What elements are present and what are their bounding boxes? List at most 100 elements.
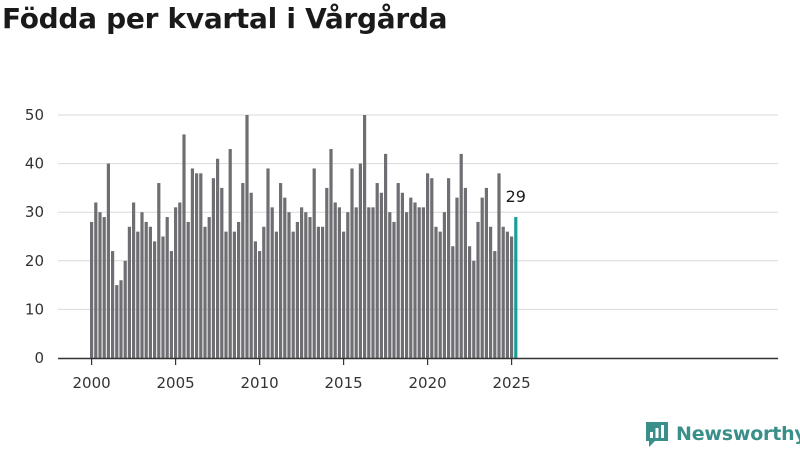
bar <box>497 173 501 358</box>
newsworthy-logo[interactable]: Newsworthy <box>644 420 800 448</box>
bar <box>270 207 274 358</box>
x-tick-label: 2010 <box>241 374 279 392</box>
bar <box>476 221 480 358</box>
bar <box>216 158 220 358</box>
bar <box>148 226 152 358</box>
bar <box>127 226 131 358</box>
bar <box>144 221 148 358</box>
bar <box>480 197 484 358</box>
bar <box>274 231 278 358</box>
bars <box>90 115 518 358</box>
y-tick-labels: 0 10 20 30 40 50 <box>25 106 44 367</box>
bar <box>388 212 392 358</box>
x-tick-labels: 2000 2005 2010 2015 2020 2025 <box>73 374 531 392</box>
bar <box>249 192 253 358</box>
bar <box>279 183 283 358</box>
bar <box>501 226 505 358</box>
bar <box>98 212 102 358</box>
bar <box>463 187 467 358</box>
bar <box>258 251 262 358</box>
bar <box>337 207 341 358</box>
bar <box>174 207 178 358</box>
bar <box>371 207 375 358</box>
bar <box>300 207 304 358</box>
bar <box>178 202 182 358</box>
bar <box>358 163 362 358</box>
bar <box>342 231 346 358</box>
bar <box>505 231 509 358</box>
bar <box>308 217 312 358</box>
bar <box>384 153 388 358</box>
bar <box>283 197 287 358</box>
bar <box>354 207 358 358</box>
bar <box>295 221 299 358</box>
bar <box>102 217 106 358</box>
bar <box>400 192 404 358</box>
bar <box>195 173 199 358</box>
y-tick-label: 30 <box>25 203 44 221</box>
bar <box>190 168 194 358</box>
bar <box>140 212 144 358</box>
bar <box>232 231 236 358</box>
bar <box>455 197 459 358</box>
bar <box>409 197 413 358</box>
bar <box>220 187 224 358</box>
bar <box>304 212 308 358</box>
x-tick-label: 2000 <box>73 374 111 392</box>
bar <box>350 168 354 358</box>
bar <box>312 168 316 358</box>
bar-highlight <box>514 217 518 358</box>
bar <box>434 226 438 358</box>
bar <box>375 183 379 358</box>
bar <box>379 192 383 358</box>
bar <box>489 226 493 358</box>
bar <box>413 202 417 358</box>
bar <box>367 207 371 358</box>
bar <box>111 251 115 358</box>
bar <box>472 260 476 358</box>
last-value-label: 29 <box>506 187 526 206</box>
x-tick-label: 2005 <box>157 374 195 392</box>
bar <box>136 231 140 358</box>
bar <box>106 163 110 358</box>
newsworthy-logo-icon <box>646 422 668 447</box>
bar <box>421 207 425 358</box>
bar <box>228 149 232 358</box>
bar <box>405 212 409 358</box>
bar <box>287 212 291 358</box>
bar <box>115 285 119 358</box>
bar <box>442 212 446 358</box>
bar <box>451 246 455 358</box>
bar <box>396 183 400 358</box>
bar <box>157 183 161 358</box>
x-tick-label: 2025 <box>493 374 531 392</box>
bar <box>392 221 396 358</box>
bar <box>262 226 266 358</box>
bar <box>237 221 241 358</box>
bar <box>468 246 472 358</box>
bar <box>253 241 257 358</box>
bar <box>165 217 169 358</box>
bar <box>245 115 249 358</box>
y-tick-label: 50 <box>25 106 44 124</box>
bar <box>199 173 203 358</box>
bar <box>182 134 186 358</box>
y-tick-label: 10 <box>25 300 44 318</box>
bar <box>123 260 127 358</box>
bar <box>211 178 215 358</box>
chart-title: Födda per kvartal i Vårgårda <box>2 2 448 35</box>
bar <box>207 217 211 358</box>
bar <box>132 202 136 358</box>
bar <box>484 187 488 358</box>
x-tick-label: 2020 <box>409 374 447 392</box>
bar <box>325 187 329 358</box>
bar <box>430 178 434 358</box>
y-tick-label: 0 <box>34 349 44 367</box>
bar <box>266 168 270 358</box>
bar <box>493 251 497 358</box>
bar <box>333 202 337 358</box>
bar <box>363 115 367 358</box>
x-ticks <box>90 358 513 365</box>
bar <box>426 173 430 358</box>
